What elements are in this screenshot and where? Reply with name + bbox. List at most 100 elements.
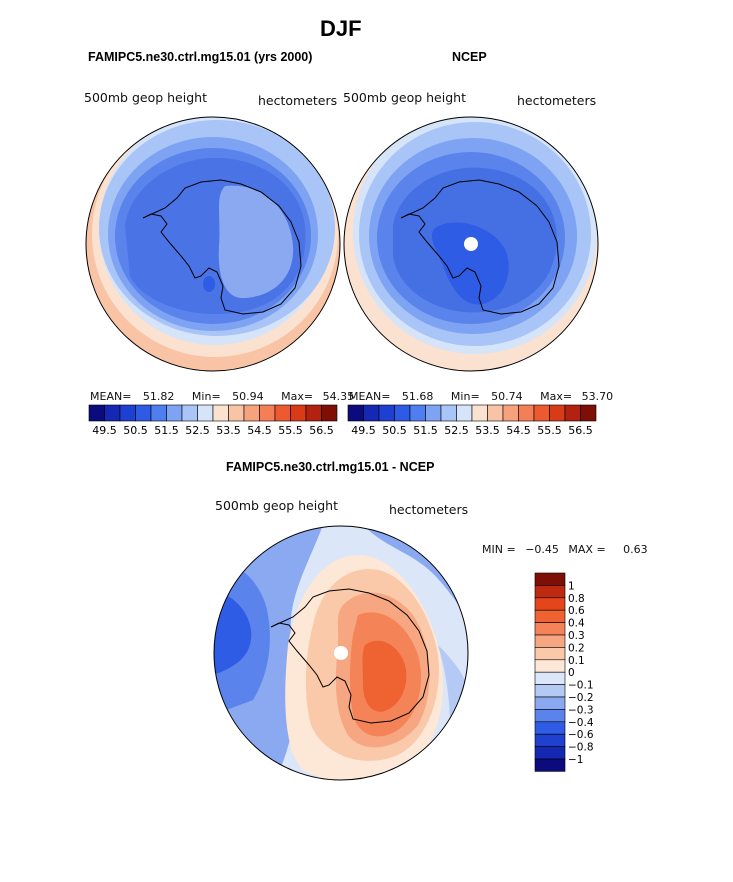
diff-colorbar-box [534, 572, 566, 586]
diff-colorbar-box [534, 696, 566, 710]
right-colorbar-tick-label: 55.5 [537, 424, 562, 437]
left-max-label: Max= [281, 390, 314, 403]
left-low-spot [203, 276, 215, 292]
left-stats: MEAN= 51.82 Min= 50.94 Max= 54.35 [90, 390, 354, 403]
right-mean-value: 51.68 [401, 390, 434, 403]
diff-colorbar-box [534, 733, 566, 747]
left-colorbar-box [321, 404, 338, 422]
diff-warm-core [362, 640, 407, 712]
right-colorbar-box [533, 404, 550, 422]
right-colorbar-box [564, 404, 581, 422]
left-colorbar-box [88, 404, 105, 422]
diff-colorbar-box [534, 758, 566, 772]
left-colorbar-tick-label: 54.5 [247, 424, 272, 437]
diff-colorbar-tick-label: 0.4 [568, 618, 585, 630]
left-colorbar-box [259, 404, 276, 422]
diff-colorbar-tick-label: 0.6 [568, 605, 585, 617]
left-antarctica-outline [142, 179, 302, 315]
left-map-border [85, 116, 341, 372]
diff-colorbar-tick-label: 0 [568, 667, 575, 679]
right-stats: MEAN= 51.68 Min= 50.74 Max= 53.70 [349, 390, 613, 403]
right-colorbar: 49.5 50.5 51.5 52.5 53.5 54.5 55.5 56.5 [347, 404, 597, 437]
difference-polar-map [213, 525, 469, 781]
right-units-label: hectometers [517, 93, 597, 108]
diff-colorbar-box [534, 746, 566, 760]
left-colorbar-tick-label: 52.5 [185, 424, 210, 437]
diff-max-value: 0.63 [623, 543, 648, 556]
left-colorbar-box [197, 404, 214, 422]
diff-colorbar-tick-label: −0.3 [568, 704, 594, 716]
left-min-value: 50.94 [232, 390, 264, 403]
diff-colorbar-box [534, 609, 566, 623]
left-colorbar-tick-label: 56.5 [309, 424, 334, 437]
left-colorbar-box [274, 404, 291, 422]
right-colorbar-box [425, 404, 442, 422]
right-map-border [343, 116, 599, 372]
diff-colorbar-box [534, 709, 566, 723]
right-colorbar-box [487, 404, 504, 422]
diff-colorbar-tick-label: 0.3 [568, 630, 585, 642]
left-colorbar-tick-label: 55.5 [278, 424, 303, 437]
diff-colorbar-tick-label: 1 [568, 580, 575, 592]
left-units-label: hectometers [258, 93, 338, 108]
left-colorbar-box [305, 404, 322, 422]
left-high-core [218, 185, 294, 299]
right-colorbar-box [471, 404, 488, 422]
diff-colorbar-tick-label: −0.4 [568, 717, 594, 729]
diff-colorbar-box [534, 659, 566, 673]
left-colorbar-box [104, 404, 121, 422]
figure-title: DJF [320, 16, 362, 41]
left-min-label: Min= [191, 390, 221, 403]
diff-max-label: MAX = [568, 543, 606, 556]
right-colorbar-box [549, 404, 566, 422]
left-colorbar-box [181, 404, 198, 422]
right-colorbar-tick-label: 52.5 [444, 424, 469, 437]
diff-colorbar-tick-label: 0.1 [568, 655, 585, 667]
diff-colorbar-box [534, 597, 566, 611]
diff-variable-label: 500mb geop height [215, 498, 338, 513]
right-variable-label: 500mb geop height [343, 90, 466, 105]
left-colorbar-box [228, 404, 245, 422]
diff-colorbar-box [534, 671, 566, 685]
right-antarctica-outline [400, 179, 560, 315]
right-panel-title: NCEP [452, 50, 487, 64]
diff-west-dark-blue [214, 590, 252, 675]
right-max-value: 53.70 [581, 390, 614, 403]
right-colorbar-box [580, 404, 597, 422]
right-min-label: Min= [450, 390, 480, 403]
right-colorbar-box [502, 404, 519, 422]
diff-colorbar-tick-label: 0.2 [568, 642, 585, 654]
left-variable-label: 500mb geop height [84, 90, 207, 105]
diff-units-label: hectometers [389, 502, 469, 517]
right-colorbar-box [440, 404, 457, 422]
left-colorbar-box [212, 404, 229, 422]
diff-stats: MIN = −0.45 MAX = 0.63 [482, 543, 648, 556]
left-colorbar: 49.5 50.5 51.5 52.5 53.5 54.5 55.5 56.5 [88, 404, 338, 437]
diff-colorbar-box [534, 585, 566, 599]
diff-map-border [213, 525, 469, 781]
right-colorbar-tick-label: 49.5 [351, 424, 376, 437]
diff-colorbar-box [534, 684, 566, 698]
right-polar-map [343, 116, 599, 372]
diff-colorbar-tick-label: −0.6 [568, 729, 594, 741]
diff-colorbar-tick-label: −0.8 [568, 742, 594, 754]
diff-colorbar-tick-label: 0.8 [568, 593, 585, 605]
right-colorbar-tick-label: 50.5 [382, 424, 407, 437]
right-low-core [432, 222, 509, 305]
difference-panel-title: FAMIPC5.ne30.ctrl.mg15.01 - NCEP [226, 460, 435, 474]
diff-colorbar-box [534, 634, 566, 648]
right-colorbar-box [378, 404, 395, 422]
left-max-value: 54.35 [322, 390, 355, 403]
left-colorbar-tick-label: 51.5 [154, 424, 179, 437]
diff-colorbar-tick-label: −1 [568, 754, 583, 766]
left-polar-map [85, 116, 341, 372]
right-colorbar-box [456, 404, 473, 422]
right-colorbar-box [394, 404, 411, 422]
left-colorbar-tick-label: 53.5 [216, 424, 241, 437]
diff-pole-marker [334, 646, 348, 660]
left-colorbar-box [135, 404, 152, 422]
difference-colorbar: 10.80.60.40.30.20.10−0.1−0.2−0.3−0.4−0.6… [534, 572, 594, 772]
left-colorbar-box [166, 404, 183, 422]
right-colorbar-box [363, 404, 380, 422]
right-colorbar-box [409, 404, 426, 422]
